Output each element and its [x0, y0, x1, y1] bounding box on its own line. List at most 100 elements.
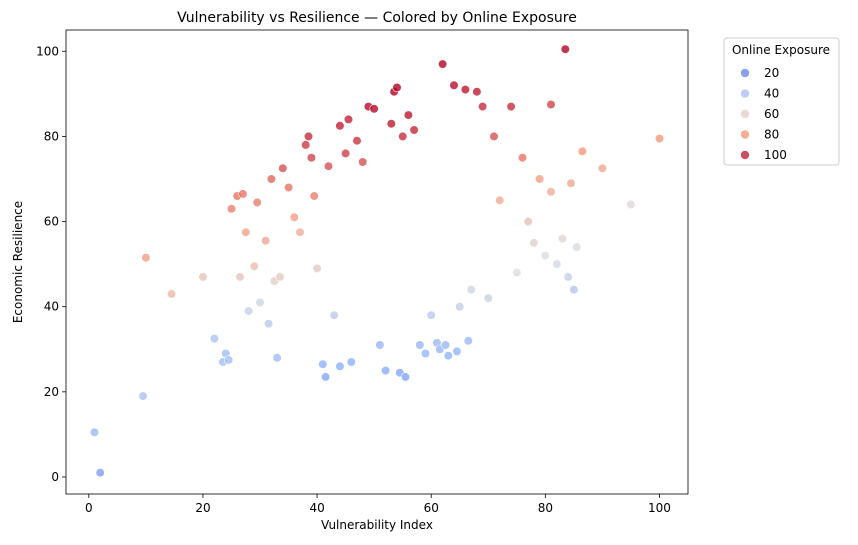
- data-point: [264, 319, 274, 329]
- data-point: [426, 310, 436, 320]
- data-point: [266, 174, 277, 184]
- data-point: [323, 161, 334, 171]
- chart-title: Vulnerability vs Resilience — Colored by…: [177, 10, 577, 26]
- y-tick-label: 60: [44, 215, 59, 229]
- data-point: [495, 195, 505, 205]
- data-point: [560, 44, 570, 54]
- data-point: [566, 178, 576, 188]
- data-point: [255, 297, 265, 308]
- data-point: [449, 80, 459, 90]
- data-point: [546, 99, 556, 110]
- data-point: [89, 427, 100, 437]
- x-tick-label: 100: [648, 501, 671, 515]
- data-point: [420, 348, 431, 359]
- data-point: [141, 253, 151, 263]
- legend: Online Exposure 20 40 60 80 100: [723, 37, 840, 166]
- data-point: [452, 346, 462, 357]
- data-point: [557, 234, 568, 244]
- data-point: [369, 104, 379, 114]
- data-point: [466, 285, 476, 295]
- data-point: [460, 84, 471, 95]
- data-point: [654, 134, 665, 144]
- data-point: [572, 242, 582, 252]
- data-point: [244, 306, 254, 316]
- legend-label: 80: [764, 128, 779, 142]
- data-point: [478, 101, 488, 112]
- data-point: [198, 272, 208, 282]
- data-point: [303, 131, 314, 141]
- x-tick-label: 40: [309, 501, 324, 515]
- data-point: [241, 227, 251, 237]
- data-point: [306, 153, 317, 163]
- data-point: [95, 468, 105, 478]
- legend-marker: [740, 109, 750, 119]
- data-point: [438, 59, 448, 69]
- x-tick-label: 60: [424, 501, 439, 515]
- x-axis-label: Vulnerability Index: [321, 518, 433, 532]
- data-point: [534, 174, 545, 184]
- data-point: [289, 212, 299, 222]
- data-point: [523, 217, 533, 227]
- data-point: [138, 391, 148, 401]
- data-point: [358, 157, 368, 167]
- y-tick-label: 20: [44, 385, 59, 399]
- legend-title: Online Exposure: [732, 43, 830, 57]
- data-point: [489, 131, 499, 141]
- data-point: [275, 272, 285, 282]
- data-point: [552, 259, 562, 269]
- data-point: [321, 372, 331, 382]
- data-point: [335, 361, 345, 371]
- data-point: [284, 182, 294, 193]
- data-point: [278, 163, 288, 173]
- legend-marker: [740, 129, 750, 140]
- data-point: [329, 310, 339, 320]
- data-point: [335, 121, 345, 131]
- data-point: [400, 372, 411, 382]
- data-point: [506, 101, 516, 112]
- data-point: [540, 251, 550, 261]
- data-point: [398, 131, 408, 141]
- x-tick-label: 80: [538, 501, 553, 515]
- data-points: [89, 44, 665, 478]
- data-point: [252, 197, 262, 207]
- legend-marker: [740, 88, 750, 99]
- data-point: [529, 238, 539, 248]
- data-point: [346, 357, 356, 367]
- data-point: [235, 272, 245, 282]
- data-point: [295, 227, 305, 237]
- data-point: [546, 187, 556, 197]
- legend-label: 60: [764, 107, 779, 121]
- x-tick-label: 0: [85, 501, 93, 515]
- data-point: [318, 359, 328, 369]
- data-point: [626, 199, 636, 210]
- legend-marker: [740, 150, 750, 160]
- data-point: [403, 110, 414, 120]
- data-point: [375, 340, 385, 350]
- data-point: [386, 119, 396, 129]
- plot-area-frame: [65, 29, 689, 495]
- data-point: [272, 353, 282, 363]
- data-point: [472, 87, 482, 97]
- data-point: [409, 125, 419, 135]
- data-point: [261, 236, 271, 246]
- y-tick-label: 0: [51, 470, 59, 484]
- data-point: [352, 136, 362, 146]
- data-point: [224, 355, 234, 365]
- legend-frame: [723, 37, 840, 166]
- data-point: [209, 334, 219, 344]
- y-tick-label: 40: [44, 300, 59, 314]
- data-point: [517, 153, 528, 163]
- data-point: [483, 293, 493, 303]
- data-point: [226, 204, 237, 214]
- data-point: [343, 114, 354, 124]
- data-point: [341, 148, 351, 158]
- data-point: [443, 351, 453, 361]
- legend-label: 100: [764, 148, 787, 162]
- y-tick-label: 80: [44, 129, 59, 143]
- data-point: [392, 82, 402, 93]
- data-point: [597, 163, 608, 173]
- data-point: [563, 272, 573, 282]
- legend-entries: 20 40 60 80 100: [740, 66, 787, 162]
- data-point: [415, 340, 425, 350]
